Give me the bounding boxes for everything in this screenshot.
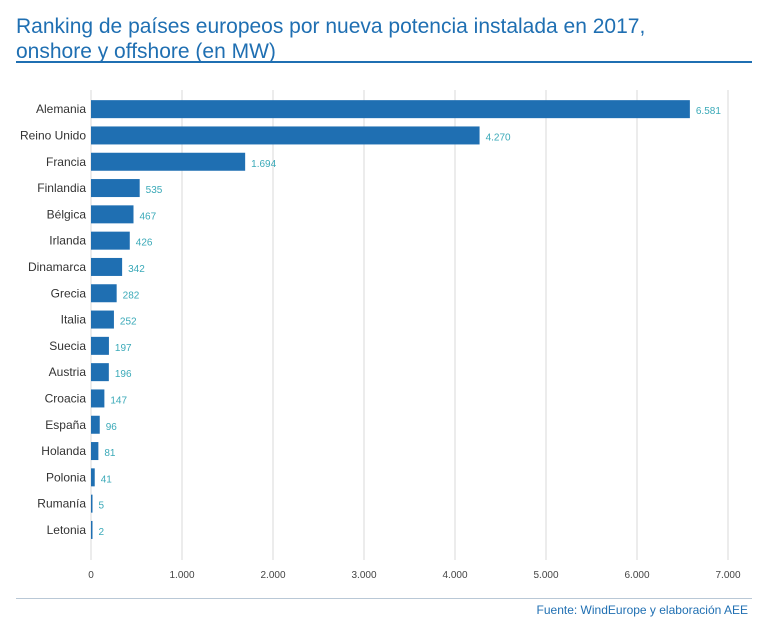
value-label: 535	[146, 185, 163, 196]
bar	[91, 363, 109, 382]
value-label: 5	[99, 501, 105, 512]
category-label: Holanda	[41, 444, 86, 458]
x-tick-label: 5.000	[533, 570, 558, 581]
value-label: 96	[106, 422, 118, 433]
value-label: 4.270	[486, 132, 511, 143]
x-tick-label: 0	[88, 570, 94, 581]
x-tick-label: 1.000	[169, 570, 194, 581]
category-label: Francia	[46, 155, 86, 169]
category-label: Austria	[49, 365, 87, 379]
title-divider	[16, 61, 752, 63]
value-label: 252	[120, 317, 137, 328]
bar	[91, 494, 93, 513]
bar	[91, 520, 93, 539]
value-label: 81	[104, 448, 116, 459]
category-label: Italia	[61, 313, 87, 327]
bar	[91, 284, 117, 303]
category-label: Alemania	[36, 102, 86, 116]
footer-divider	[16, 598, 752, 599]
bar	[91, 257, 123, 276]
bar	[91, 310, 114, 329]
bar	[91, 336, 109, 355]
category-label: Finlandia	[37, 181, 86, 195]
chart-title-line-2: onshore y offshore (en MW)	[16, 40, 276, 63]
category-label: Irlanda	[49, 234, 86, 248]
value-label: 6.581	[696, 106, 721, 117]
chart-title-line-1: Ranking de países europeos por nueva pot…	[16, 15, 646, 38]
bar	[91, 100, 690, 119]
category-label: Polonia	[46, 470, 86, 484]
value-label: 1.694	[251, 159, 276, 170]
bar	[91, 468, 95, 487]
category-label: Croacia	[45, 391, 87, 405]
bar	[91, 415, 100, 434]
bar	[91, 152, 246, 171]
category-label: España	[45, 418, 86, 432]
value-label: 342	[128, 264, 145, 275]
category-label: Rumanía	[37, 497, 86, 511]
category-label: Reino Unido	[20, 128, 86, 142]
value-label: 41	[101, 474, 113, 485]
bar	[91, 231, 130, 250]
value-label: 197	[115, 343, 132, 354]
x-tick-label: 6.000	[624, 570, 649, 581]
x-tick-label: 3.000	[351, 570, 376, 581]
bar-chart: 0 1.000 2.000 3.000 4.000 5.000 6.000 7.000 Alem…	[20, 90, 741, 581]
x-tick-label: 7.000	[715, 570, 740, 581]
value-label: 426	[136, 238, 153, 249]
category-label: Dinamarca	[28, 260, 86, 274]
value-label: 467	[139, 211, 156, 222]
bar	[91, 442, 99, 461]
value-label: 282	[123, 290, 140, 301]
x-tick-label: 2.000	[260, 570, 285, 581]
value-label: 147	[110, 395, 127, 406]
category-label: Letonia	[47, 523, 87, 537]
bar	[91, 179, 140, 198]
source-note: Fuente: WindEurope y elaboración AEE	[536, 603, 748, 617]
category-label: Bélgica	[47, 207, 87, 221]
category-label: Suecia	[49, 339, 86, 353]
bar	[91, 126, 480, 145]
bar	[91, 205, 134, 224]
value-label: 2	[99, 527, 105, 538]
bar	[91, 389, 105, 408]
value-label: 196	[115, 369, 132, 380]
x-tick-label: 4.000	[442, 570, 467, 581]
category-label: Grecia	[51, 286, 87, 300]
chart-title: Ranking de países europeos por nueva pot…	[16, 14, 736, 64]
